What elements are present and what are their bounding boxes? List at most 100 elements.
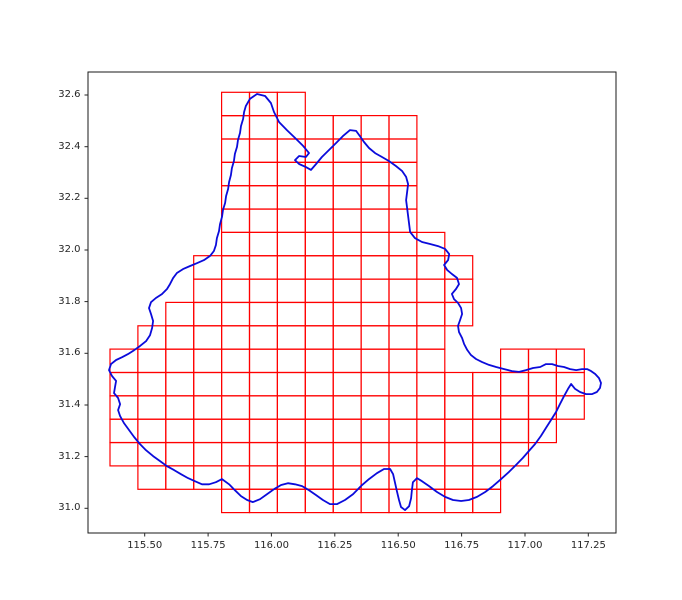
grid-cell xyxy=(332,325,362,350)
grid-cell xyxy=(388,301,418,327)
grid-cell xyxy=(304,395,334,420)
grid-cell xyxy=(416,301,446,327)
grid-cell xyxy=(248,371,278,397)
grid-cell xyxy=(444,395,474,420)
grid-cell xyxy=(165,465,195,490)
grid-cell xyxy=(276,488,306,514)
grid-cell xyxy=(248,255,278,280)
grid-cell xyxy=(416,255,446,280)
grid-cell xyxy=(248,395,278,420)
grid-cell xyxy=(193,441,223,467)
grid-cell xyxy=(332,418,362,444)
grid-cell xyxy=(388,325,418,350)
grid-cell xyxy=(221,325,251,350)
grid-cell xyxy=(137,395,167,420)
grid-cell xyxy=(444,465,474,490)
grid-cell xyxy=(221,395,251,420)
grid-cell xyxy=(276,395,306,420)
grid-cell xyxy=(388,278,418,304)
grid-cell xyxy=(416,278,446,304)
x-tick-label: 116.25 xyxy=(317,539,353,551)
grid-cell xyxy=(248,185,278,210)
grid-cell xyxy=(360,325,390,350)
y-tick-label: 31.0 xyxy=(58,502,81,514)
grid-cell xyxy=(304,278,334,304)
grid-cell xyxy=(276,441,306,467)
grid-cell xyxy=(332,371,362,397)
grid-cell xyxy=(304,348,334,374)
grid-cell xyxy=(304,185,334,210)
grid-cell xyxy=(388,395,418,420)
grid-cell xyxy=(500,418,530,444)
grid-cell xyxy=(472,465,502,490)
y-tick-label: 31.2 xyxy=(58,450,81,462)
grid-cell xyxy=(193,325,223,350)
grid-cell xyxy=(388,441,418,467)
grid-cell xyxy=(332,488,362,514)
grid-cell xyxy=(193,348,223,374)
grid-cell xyxy=(332,208,362,233)
grid-cell xyxy=(304,441,334,467)
grid-cell xyxy=(527,395,557,420)
grid-cell xyxy=(248,208,278,233)
grid-cell xyxy=(137,371,167,397)
grid-cell xyxy=(248,278,278,304)
grid-cell xyxy=(500,441,530,467)
grid-cell xyxy=(221,371,251,397)
grid-cell xyxy=(193,255,223,280)
grid-cell xyxy=(221,301,251,327)
x-tick-label: 116.00 xyxy=(253,539,289,551)
grid-cell xyxy=(276,371,306,397)
grid-cell xyxy=(276,325,306,350)
grid-cell xyxy=(276,278,306,304)
x-tick-label: 116.75 xyxy=(444,539,480,551)
grid-cell xyxy=(276,231,306,257)
grid-cell xyxy=(276,138,306,163)
grid-cell xyxy=(137,465,167,490)
grid-cell xyxy=(332,185,362,210)
grid-cell xyxy=(416,488,446,514)
grid-cell xyxy=(360,395,390,420)
grid-cell xyxy=(221,161,251,187)
grid-cell xyxy=(304,465,334,490)
grid-cell xyxy=(360,161,390,187)
grid-cell xyxy=(360,371,390,397)
grid-cell xyxy=(221,418,251,444)
grid-cell xyxy=(165,441,195,467)
grid-cell xyxy=(360,185,390,210)
grid-cell xyxy=(304,255,334,280)
grid-cell xyxy=(276,418,306,444)
grid-cell xyxy=(388,114,418,140)
grid-cell xyxy=(360,208,390,233)
grid-cell xyxy=(360,301,390,327)
grid-cell xyxy=(332,161,362,187)
region-boundary-line xyxy=(108,93,602,512)
grid-cell xyxy=(360,231,390,257)
grid-cell xyxy=(500,371,530,397)
grid-cell xyxy=(193,278,223,304)
grid-cell xyxy=(332,395,362,420)
grid-cell xyxy=(416,395,446,420)
grid-cell xyxy=(444,441,474,467)
grid-cell xyxy=(500,395,530,420)
grid-cell xyxy=(248,114,278,140)
x-tick-label: 115.75 xyxy=(190,539,226,551)
grid-cell xyxy=(388,371,418,397)
grid-cell xyxy=(472,488,502,514)
grid-cell xyxy=(388,138,418,163)
grid-cell xyxy=(221,441,251,467)
grid-cell xyxy=(221,465,251,490)
grid-cell xyxy=(388,348,418,374)
y-tick-label: 31.8 xyxy=(58,295,81,307)
grid-cell xyxy=(527,418,557,444)
grid-cell xyxy=(221,231,251,257)
grid-cell xyxy=(304,114,334,140)
grid-cell xyxy=(248,465,278,490)
grid-cell xyxy=(332,255,362,280)
grid-cell xyxy=(276,208,306,233)
grid-cell xyxy=(193,418,223,444)
grid-cell xyxy=(248,418,278,444)
grid-cell xyxy=(332,441,362,467)
grid-cell xyxy=(360,418,390,444)
